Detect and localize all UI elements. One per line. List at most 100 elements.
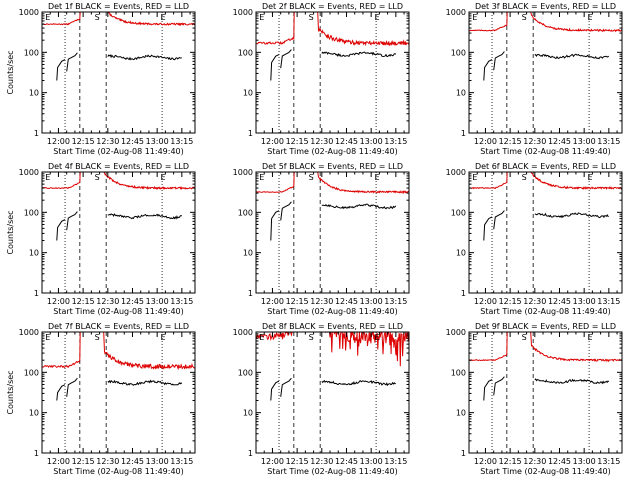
plot-frame bbox=[41, 11, 196, 134]
events-series-line bbox=[493, 376, 505, 396]
y-tick-label: 100 bbox=[24, 48, 39, 57]
lld-series-line bbox=[256, 332, 409, 367]
detector-panel: Det 9f BLACK = Events, RED = LLD 1 10 100 10… bbox=[446, 322, 623, 476]
y-tick-label: 1000 bbox=[233, 8, 253, 17]
x-axis-label: Start Time (02-Aug-08 11:49:40) bbox=[480, 307, 611, 316]
events-series-line bbox=[56, 384, 66, 401]
x-tick-label: 12:45 bbox=[548, 457, 571, 466]
events-series-line bbox=[107, 54, 182, 61]
y-tick-label: 1 bbox=[248, 449, 253, 458]
events-series-line bbox=[321, 379, 397, 387]
x-tick-label: 13:15 bbox=[597, 457, 620, 466]
lld-series-line bbox=[42, 172, 195, 190]
x-tick-label: 13:00 bbox=[146, 137, 169, 146]
plot-frame bbox=[468, 171, 623, 294]
x-tick-label: 12:15 bbox=[286, 137, 309, 146]
y-tick-label: 1 bbox=[248, 289, 253, 298]
detector-panel: Det 4f BLACK = Events, RED = LLD 1 10 100 10… bbox=[6, 162, 196, 316]
y-tick-label: 100 bbox=[24, 208, 39, 217]
events-series-line bbox=[321, 203, 397, 210]
events-series-line bbox=[534, 53, 610, 60]
x-axis-label: Start Time (02-Aug-08 11:49:40) bbox=[53, 147, 184, 156]
detector-panel: Det 5f BLACK = Events, RED = LLD 1 10 100 10… bbox=[233, 162, 410, 316]
x-tick-label: 12:30 bbox=[523, 457, 546, 466]
x-tick-label: 13:15 bbox=[384, 297, 407, 306]
y-tick-label: 1000 bbox=[233, 168, 253, 177]
x-tick-label: 12:00 bbox=[261, 457, 284, 466]
x-tick-label: 13:15 bbox=[170, 297, 193, 306]
plot-frame bbox=[255, 331, 410, 454]
y-tick-label: 1000 bbox=[233, 328, 253, 337]
events-series-line bbox=[280, 377, 292, 397]
x-tick-label: 13:15 bbox=[384, 457, 407, 466]
state-marker: E bbox=[472, 173, 477, 182]
detector-panel: Det 6f BLACK = Events, RED = LLD 1 10 100 10… bbox=[446, 162, 623, 316]
y-tick-label: 1 bbox=[248, 129, 253, 138]
x-axis-label: Start Time (02-Aug-08 11:49:40) bbox=[53, 467, 184, 476]
state-marker: E bbox=[472, 13, 477, 22]
state-marker: E bbox=[374, 13, 379, 22]
y-tick-label: 1000 bbox=[19, 8, 39, 17]
events-series-line bbox=[66, 377, 78, 397]
y-tick-label: 100 bbox=[451, 208, 466, 217]
x-tick-label: 13:00 bbox=[573, 457, 596, 466]
state-marker: E bbox=[160, 333, 165, 342]
state-marker: S bbox=[95, 13, 100, 22]
x-tick-label: 12:30 bbox=[96, 137, 119, 146]
x-axis-label: Start Time (02-Aug-08 11:49:40) bbox=[267, 467, 398, 476]
x-tick-label: 12:15 bbox=[499, 137, 522, 146]
state-marker: S bbox=[309, 173, 314, 182]
x-tick-label: 12:45 bbox=[121, 137, 144, 146]
state-marker: S bbox=[95, 173, 100, 182]
y-tick-label: 10 bbox=[243, 409, 253, 418]
plot-frame bbox=[468, 11, 623, 134]
x-axis-label: Start Time (02-Aug-08 11:49:40) bbox=[480, 147, 611, 156]
x-tick-label: 12:30 bbox=[310, 137, 333, 146]
lld-series-line bbox=[256, 12, 409, 47]
state-marker: S bbox=[95, 333, 100, 342]
y-tick-label: 1000 bbox=[446, 168, 466, 177]
y-tick-label: 10 bbox=[243, 89, 253, 98]
panel-title: Det 1f BLACK = Events, RED = LLD bbox=[48, 2, 189, 11]
x-axis-label: Start Time (02-Aug-08 11:49:40) bbox=[267, 307, 398, 316]
plot-frame bbox=[41, 171, 196, 294]
y-tick-label: 1 bbox=[461, 129, 466, 138]
x-tick-label: 12:30 bbox=[96, 457, 119, 466]
y-tick-label: 10 bbox=[29, 249, 39, 258]
x-tick-label: 13:00 bbox=[146, 297, 169, 306]
y-tick-label: 1000 bbox=[19, 328, 39, 337]
x-axis-label: Start Time (02-Aug-08 11:49:40) bbox=[53, 307, 184, 316]
events-series-line bbox=[66, 211, 78, 231]
state-marker: E bbox=[587, 173, 592, 182]
y-tick-label: 1 bbox=[461, 289, 466, 298]
x-tick-label: 13:15 bbox=[597, 137, 620, 146]
x-tick-label: 12:15 bbox=[499, 297, 522, 306]
y-tick-label: 1 bbox=[34, 449, 39, 458]
y-tick-label: 100 bbox=[24, 368, 39, 377]
state-marker: E bbox=[45, 173, 50, 182]
detector-panel: Det 1f BLACK = Events, RED = LLD 1 10 100 10… bbox=[6, 2, 196, 156]
x-tick-label: 12:30 bbox=[523, 297, 546, 306]
state-marker: E bbox=[160, 13, 165, 22]
x-tick-label: 13:00 bbox=[360, 137, 383, 146]
state-marker: S bbox=[522, 173, 527, 182]
state-marker: E bbox=[160, 173, 165, 182]
events-series-line bbox=[483, 379, 493, 401]
x-tick-label: 12:15 bbox=[499, 457, 522, 466]
x-axis-label: Start Time (02-Aug-08 11:49:40) bbox=[267, 147, 398, 156]
events-series-line bbox=[321, 51, 397, 58]
x-tick-label: 13:15 bbox=[597, 297, 620, 306]
events-series-line bbox=[280, 201, 292, 221]
events-series-line bbox=[493, 210, 505, 230]
lld-series-line bbox=[42, 332, 195, 371]
state-marker: S bbox=[522, 13, 527, 22]
y-tick-label: 1 bbox=[461, 449, 466, 458]
x-tick-label: 12:45 bbox=[548, 137, 571, 146]
x-tick-label: 12:00 bbox=[474, 137, 497, 146]
x-tick-label: 13:15 bbox=[170, 137, 193, 146]
events-series-line bbox=[270, 380, 280, 401]
x-tick-label: 12:30 bbox=[310, 297, 333, 306]
panel-title: Det 2f BLACK = Events, RED = LLD bbox=[262, 2, 403, 11]
detector-panel: Det 2f BLACK = Events, RED = LLD 1 10 100 10… bbox=[233, 2, 410, 156]
x-axis-label: Start Time (02-Aug-08 11:49:40) bbox=[480, 467, 611, 476]
